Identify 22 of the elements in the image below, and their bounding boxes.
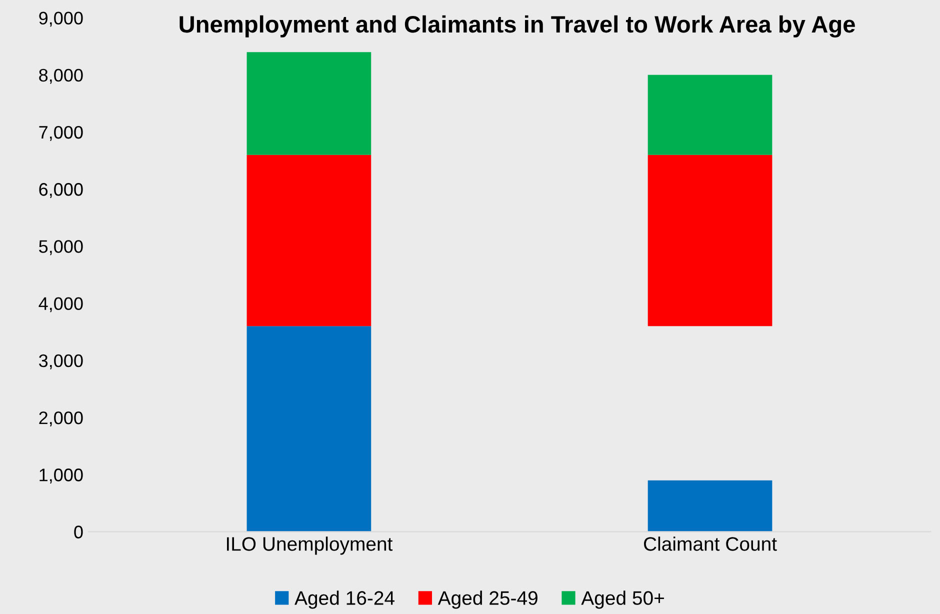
bar [648, 480, 772, 532]
y-tick-label: 7,000 [39, 126, 83, 141]
legend-label: Aged 16-24 [294, 590, 394, 609]
y-tick-label: 8,000 [39, 68, 83, 84]
bar [648, 154, 772, 326]
x-tick-label: Claimant Count [644, 536, 777, 551]
bar [648, 74, 772, 155]
y-tick-label: 6,000 [39, 183, 83, 198]
bar [246, 326, 372, 532]
y-tick-label: 1,000 [40, 468, 83, 484]
chart-title: Unemployment and Claimants in Travel to Work Area by Age [180, 15, 855, 38]
legend-label: Aged 25-49 [438, 590, 538, 609]
bar [246, 154, 372, 326]
y-tick-label: 4,000 [38, 297, 83, 312]
legend-label: Aged 50+ [581, 590, 664, 609]
y-tick-label: 2,000 [39, 411, 83, 426]
y-tick-label: 0 [74, 526, 83, 538]
y-tick-label: 3,000 [39, 354, 83, 370]
y-tick-label: 5,000 [39, 240, 83, 256]
bar [246, 52, 372, 155]
x-tick-label: ILO Unemployment [226, 536, 393, 555]
y-tick-label: 9,000 [39, 12, 83, 27]
